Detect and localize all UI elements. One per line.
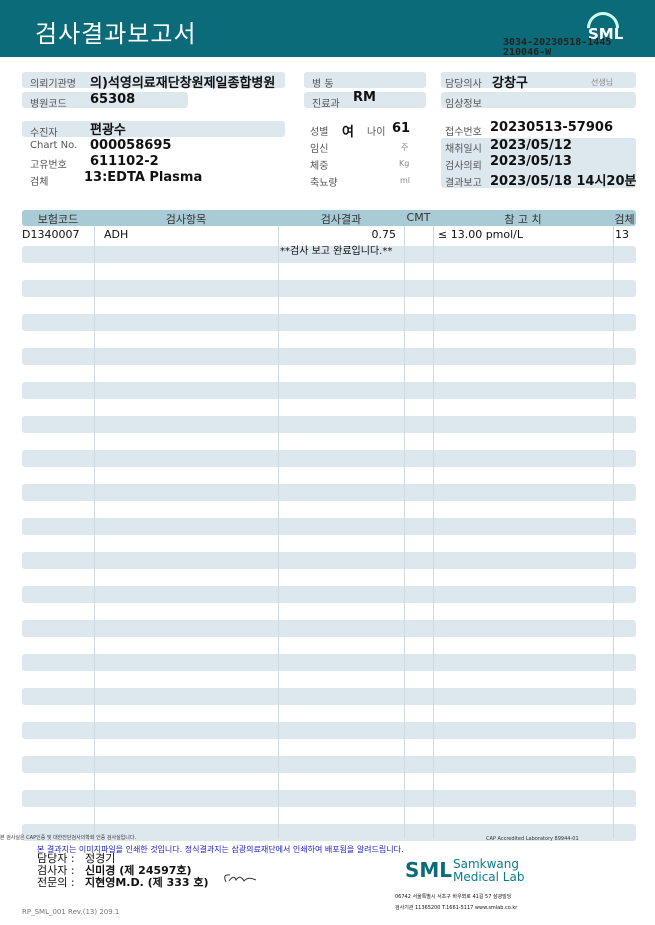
page-title: 검사결과보고서 (35, 20, 197, 48)
row-stripe (22, 620, 636, 637)
pregnancy-unit: 주 (401, 143, 409, 152)
signature-icon (224, 874, 257, 883)
row-stripe (22, 518, 636, 535)
brand-name: Samkwang Medical Lab (453, 857, 525, 884)
cert-note: 본 검사실은 CAP인증 및 대한진단검사의학회 인증 검사실입니다. (0, 835, 137, 841)
row-stripe (22, 314, 636, 331)
col-result: 검사결과 (320, 213, 362, 226)
col-code: 보험코드 (37, 213, 79, 226)
completion-note: **검사 보고 완료입니다.** (280, 246, 393, 257)
specimen-label: 검체 (30, 177, 49, 188)
row-stripe (22, 586, 636, 603)
row-stripe (22, 450, 636, 467)
form-number: RP_SML_001 Rev.(13) 209.1 (22, 908, 120, 916)
hospital-code-label: 병원코드 (30, 99, 67, 110)
receipt-label: 접수번호 (445, 127, 482, 138)
notice: 본 결과지는 이미지파일을 인쇄한 것입니다. 정식결과지는 삼광의료재단에서 … (37, 845, 404, 854)
column-divider (94, 226, 95, 838)
sml-footer-logo: SML (405, 858, 453, 882)
collect-label: 채취일시 (445, 144, 482, 155)
patient: 편광수 (90, 123, 126, 138)
col-ref: 참 고 치 (504, 213, 542, 226)
requester: 의)석영의료재단창원제일종합병원 (90, 76, 276, 91)
signatories: 담당자 : 정경기 검사자 : 신미경 (제 24597호) 전문의 : 지현영M.D… (37, 852, 209, 889)
doctor-suffix: 선생님 (591, 78, 614, 87)
ward-label: 병 동 (312, 79, 334, 90)
row-code: D1340007 (22, 228, 80, 241)
row-stripe (22, 790, 636, 807)
sml-logo: SML (580, 5, 626, 51)
hospital-code: 65308 (90, 92, 136, 107)
doctor: 강창구 (492, 76, 528, 91)
column-divider (613, 226, 614, 838)
request-date: 2023/05/13 (490, 154, 572, 169)
contact: 검사기관 11365200 T.1661-5117 www.smlab.co.k… (395, 905, 518, 911)
id-no: 611102-2 (90, 154, 159, 169)
row-stripe (22, 246, 636, 263)
patient-label: 수진자 (30, 128, 58, 139)
row-stripe (22, 382, 636, 399)
address: 06742 서울특별시 서초구 바우뫼로 41길 57 삼광빌딩 (395, 894, 512, 900)
weight-unit: Kg (399, 159, 410, 168)
column-divider (404, 226, 405, 838)
row-item: ADH (104, 228, 129, 241)
report-number: 3034-20230518-1445 210046-W (503, 37, 612, 58)
row-stripe (22, 824, 636, 841)
dept: RM (353, 90, 376, 105)
row-stripe (22, 484, 636, 501)
sex: 여 (342, 125, 354, 140)
clinical-label: 임상정보 (445, 99, 482, 110)
specimen: 13:EDTA Plasma (84, 170, 203, 185)
row-result: 0.75 (371, 228, 397, 241)
col-specimen: 검체 (614, 213, 635, 226)
row-stripe (22, 416, 636, 433)
pregnancy-label: 임신 (310, 144, 329, 155)
column-divider (278, 226, 279, 838)
table-header: 보험코드 검사항목 검사결과 CMT 참 고 치 검체 (22, 210, 636, 226)
row-stripe (22, 654, 636, 671)
col-item: 검사항목 (165, 213, 207, 226)
row-stripe (22, 756, 636, 773)
dept-label: 진료과 (312, 99, 340, 110)
column-divider (433, 226, 434, 838)
request-label: 검사의뢰 (445, 161, 482, 172)
row-ref: ≤ 13.00 pmol/L (438, 228, 524, 241)
doctor-label: 담당의사 (445, 79, 482, 90)
chart-label: Chart No. (30, 140, 78, 151)
col-cmt: CMT (406, 211, 431, 224)
row-stripe (22, 552, 636, 569)
row-stripe (22, 688, 636, 705)
age: 61 (392, 121, 411, 136)
row-specimen: 13 (615, 228, 629, 241)
row-stripe (22, 348, 636, 365)
receipt-no: 20230513-57906 (490, 120, 613, 135)
report-header: 검사결과보고서 SML (0, 0, 655, 57)
requester-label: 의뢰기관명 (30, 79, 76, 90)
cap-note: CAP Accredited Laboratory 89944-01 (486, 836, 579, 842)
weight-label: 체중 (310, 161, 329, 172)
chart-no: 000058695 (90, 138, 172, 153)
sex-label: 성별 (310, 127, 329, 138)
result-date: 2023/05/18 14시20분 (490, 174, 637, 189)
row-stripe (22, 722, 636, 739)
urine-label: 축뇨량 (310, 178, 338, 189)
collect-date: 2023/05/12 (490, 138, 572, 153)
age-label: 나이 (367, 127, 386, 138)
result-label: 결과보고 (445, 178, 482, 189)
row-stripe (22, 280, 636, 297)
urine-unit: ml (400, 176, 411, 185)
id-label: 고유번호 (30, 160, 67, 171)
